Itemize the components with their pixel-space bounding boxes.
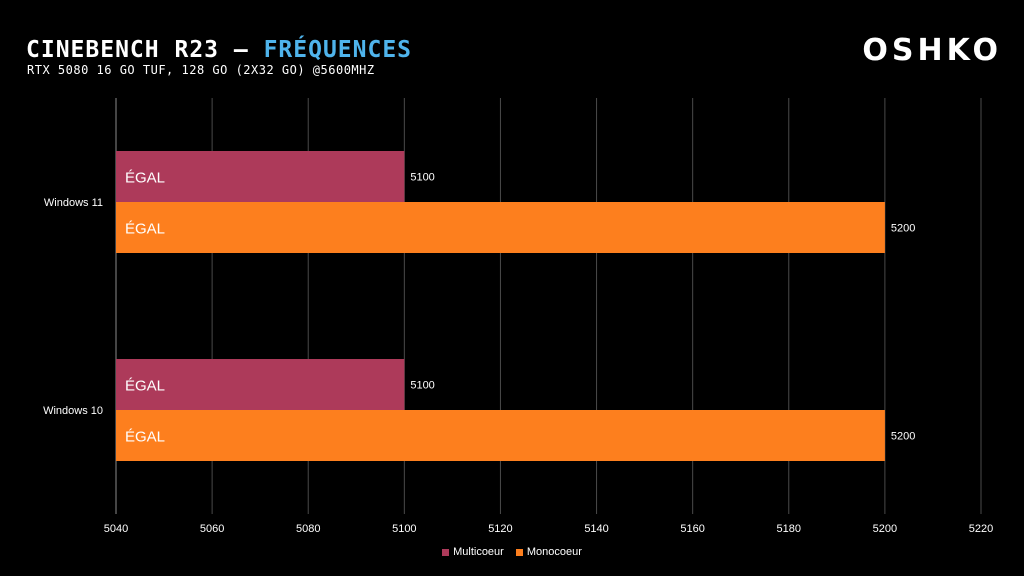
bar-inside-label: ÉGAL bbox=[125, 221, 165, 238]
category-label: Windows 10 bbox=[43, 405, 103, 417]
x-tick-label: 5120 bbox=[488, 523, 512, 535]
chart-title: CINEBENCH R23 – FRÉQUENCES bbox=[26, 36, 412, 64]
legend-item-monocoeur: Monocoeur bbox=[515, 546, 582, 558]
legend-label: Multicoeur bbox=[453, 546, 504, 558]
category-label: Windows 11 bbox=[44, 197, 103, 209]
x-tick-label: 5080 bbox=[296, 523, 320, 535]
legend-swatch bbox=[515, 548, 523, 556]
chart-title-accent: FRÉQUENCES bbox=[263, 37, 413, 63]
chart-title-main: CINEBENCH R23 – bbox=[26, 37, 264, 63]
chart-subtitle: RTX 5080 16 Go TUF, 128 Go (2x32 Go) @56… bbox=[27, 63, 375, 77]
bar-multicoeur bbox=[116, 359, 405, 410]
x-tick-label: 5100 bbox=[392, 523, 416, 535]
bar-value-label: 5100 bbox=[410, 172, 434, 184]
bar-value-label: 5200 bbox=[891, 431, 915, 443]
legend-swatch bbox=[442, 548, 450, 556]
x-tick-label: 5060 bbox=[200, 523, 224, 535]
x-tick-label: 5160 bbox=[680, 523, 704, 535]
bar-monocoeur bbox=[116, 410, 885, 461]
x-tick-label: 5200 bbox=[873, 523, 897, 535]
bar-inside-label: ÉGAL bbox=[125, 429, 165, 446]
x-tick-label: 5220 bbox=[969, 523, 993, 535]
x-tick-label: 5140 bbox=[584, 523, 608, 535]
bar-value-label: 5200 bbox=[891, 223, 915, 235]
x-tick-label: 5180 bbox=[777, 523, 801, 535]
x-tick-label: 5040 bbox=[104, 523, 128, 535]
legend-label: Monocoeur bbox=[526, 546, 582, 558]
bar-inside-label: ÉGAL bbox=[125, 378, 165, 395]
bar-monocoeur bbox=[116, 202, 885, 253]
brand-logo: OSHKO bbox=[862, 33, 1002, 68]
bar-multicoeur bbox=[116, 151, 405, 202]
bar-value-label: 5100 bbox=[410, 380, 434, 392]
chart-legend: Multicoeur Monocoeur bbox=[0, 546, 1024, 558]
legend-item-multicoeur: Multicoeur bbox=[442, 546, 504, 558]
bar-inside-label: ÉGAL bbox=[125, 170, 165, 187]
